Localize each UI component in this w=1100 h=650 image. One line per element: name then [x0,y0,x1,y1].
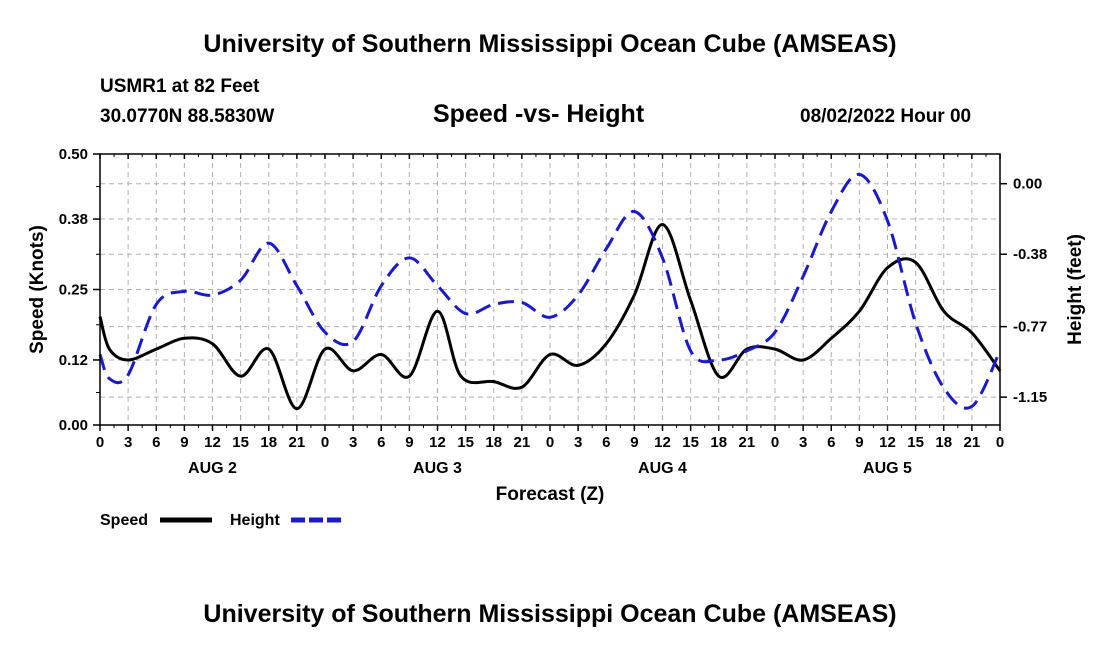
x-tick-label: 12 [429,434,446,451]
chart-title: Speed -vs- Height [433,100,645,128]
y-tick-label-left: 0.50 [59,146,88,163]
x-tick-label: 9 [855,434,863,451]
x-tick-label: 18 [935,434,952,451]
legend-label-speed: Speed [100,512,148,529]
x-tick-label: 15 [907,434,924,451]
y-tick-label-left: 0.25 [59,282,88,299]
main-title: University of Southern Mississippi Ocean… [203,30,897,58]
x-tick-label: 3 [124,434,132,451]
axis-ticks [93,153,1007,431]
x-tick-label: 6 [827,434,835,451]
x-tick-label: 0 [996,434,1004,451]
x-tick-label: 0 [321,434,329,451]
y-tick-label-left: 0.00 [59,417,88,434]
x-tick-label: 0 [96,434,104,451]
x-tick-label: 9 [630,434,638,451]
x-tick-label: 6 [602,434,610,451]
x-tick-label: 12 [879,434,896,451]
legend-label-height: Height [230,512,280,529]
y-axis-label-right: Height (feet) [1065,234,1086,345]
x-tick-label: 18 [485,434,502,451]
plot-frame [99,153,1001,426]
y-tick-label-right: 0.00 [1013,176,1042,193]
x-tick-label: 6 [152,434,160,451]
y-axis-label-left: Speed (Knots) [27,225,48,354]
coordinates-label: 30.0770N 88.5830W [100,106,275,127]
y-tick-label-right: -0.38 [1013,246,1047,263]
tick-labels: 0 3 6 9 12 15 18 21 0 3 6 9 12 15 18 21 0 3 6 9 12 15 18 21 0 3 6 9… [59,146,1047,477]
x-tick-label: 12 [654,434,671,451]
y-tick-label-left: 0.38 [59,211,88,228]
date-label: 08/02/2022 Hour 00 [800,106,972,127]
y-tick-label-right: -1.15 [1013,389,1047,406]
x-tick-label: 15 [232,434,249,451]
x-tick-label: 0 [771,434,779,451]
x-tick-label: 3 [349,434,357,451]
y-tick-label-right: -0.77 [1013,319,1047,336]
speed-series-line [98,223,1002,411]
grid-lines [100,154,1000,425]
x-tick-label: 18 [710,434,727,451]
day-label: AUG 3 [413,460,462,477]
x-tick-label: 15 [682,434,699,451]
x-tick-label: 9 [405,434,413,451]
x-tick-label: 9 [180,434,188,451]
x-tick-label: 21 [739,434,756,451]
x-tick-label: 12 [204,434,221,451]
x-tick-label: 3 [574,434,582,451]
x-tick-label: 21 [964,434,981,451]
day-label: AUG 5 [863,460,912,477]
x-tick-label: 15 [457,434,474,451]
legend: Speed Height [100,512,342,529]
x-tick-label: 21 [514,434,531,451]
x-tick-label: 6 [377,434,385,451]
footer-title: University of Southern Mississippi Ocean… [203,600,897,628]
x-tick-label: 21 [289,434,306,451]
series-layer [98,172,1002,411]
y-tick-label-left: 0.12 [59,352,88,369]
x-tick-label: 18 [260,434,277,451]
x-tick-label: 3 [799,434,807,451]
height-series-line [98,172,1002,410]
day-label: AUG 2 [188,460,237,477]
station-label: USMR1 at 82 Feet [100,76,260,97]
day-label: AUG 4 [638,460,687,477]
x-axis-label: Forecast (Z) [496,484,605,505]
x-tick-label: 0 [546,434,554,451]
